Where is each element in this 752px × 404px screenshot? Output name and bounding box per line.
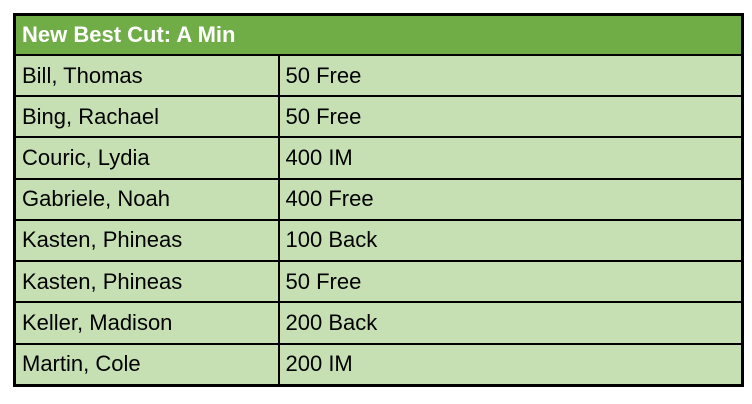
table-row: Couric, Lydia 400 IM: [13, 136, 744, 180]
swimmer-name-cell: Martin, Cole: [13, 342, 280, 387]
event-cell: 100 Back: [277, 218, 744, 263]
table-row: Bill, Thomas 50 Free: [13, 53, 744, 98]
event-cell: 50 Free: [277, 95, 744, 139]
best-cut-table: New Best Cut: A Min Bill, Thomas 50 Free…: [13, 13, 745, 387]
swimmer-name-cell: Keller, Madison: [13, 301, 280, 345]
swimmer-name-cell: Couric, Lydia: [13, 136, 280, 180]
swimmer-name-cell: Kasten, Phineas: [13, 260, 280, 304]
table-row: Kasten, Phineas 100 Back: [13, 218, 744, 263]
table-row: Keller, Madison 200 Back: [13, 301, 744, 345]
event-cell: 200 Back: [277, 301, 744, 345]
swimmer-name-cell: Bing, Rachael: [13, 95, 280, 139]
table-header-row: New Best Cut: A Min: [13, 13, 744, 56]
event-cell: 400 IM: [277, 136, 744, 180]
table-row: Martin, Cole 200 IM: [13, 342, 744, 387]
table-title: New Best Cut: A Min: [13, 13, 744, 56]
table-row: Gabriele, Noah 400 Free: [13, 177, 744, 221]
event-cell: 200 IM: [277, 342, 744, 387]
swimmer-name-cell: Bill, Thomas: [13, 53, 280, 98]
event-cell: 50 Free: [277, 260, 744, 304]
table-row: Bing, Rachael 50 Free: [13, 95, 744, 139]
swimmer-name-cell: Kasten, Phineas: [13, 218, 280, 263]
event-cell: 50 Free: [277, 53, 744, 98]
table-row: Kasten, Phineas 50 Free: [13, 260, 744, 304]
event-cell: 400 Free: [277, 177, 744, 221]
swimmer-name-cell: Gabriele, Noah: [13, 177, 280, 221]
